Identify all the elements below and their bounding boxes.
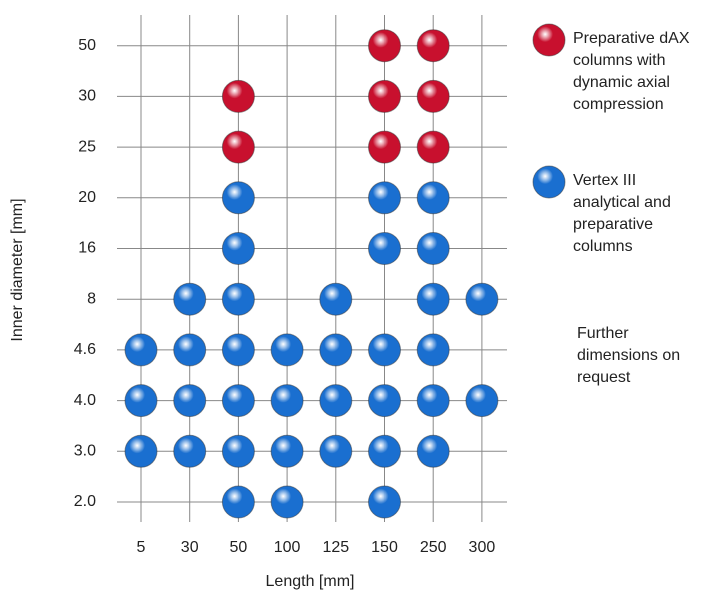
legend-label: Vertex III analytical and preparative co… — [573, 172, 671, 255]
point — [221, 434, 255, 468]
point — [221, 130, 255, 164]
point — [124, 434, 158, 468]
x-tick-label: 5 — [137, 539, 146, 556]
point — [173, 384, 207, 418]
y-tick-label: 3.0 — [74, 443, 96, 460]
x-tick-label: 300 — [469, 539, 496, 556]
point — [416, 384, 450, 418]
point — [173, 333, 207, 367]
point — [221, 384, 255, 418]
point — [368, 29, 401, 63]
point — [221, 333, 255, 367]
point — [416, 130, 450, 164]
y-tick-label: 30 — [78, 88, 96, 105]
y-tick-label: 20 — [78, 189, 96, 206]
point — [368, 333, 401, 367]
y-tick-label: 25 — [78, 138, 96, 155]
legend-swatch — [532, 165, 566, 199]
point — [416, 282, 450, 316]
point — [416, 333, 450, 367]
point — [270, 434, 304, 468]
y-tick-label: 4.6 — [74, 341, 96, 358]
y-tick-label: 8 — [87, 290, 96, 307]
y-tick-label: 2.0 — [74, 493, 96, 510]
annotation: Further dimensions on request — [577, 325, 681, 386]
point — [124, 333, 158, 367]
point — [368, 384, 401, 418]
point — [270, 333, 304, 367]
point — [221, 282, 255, 316]
point — [368, 181, 401, 215]
legend-swatch — [532, 23, 566, 57]
point — [368, 485, 401, 519]
point — [173, 282, 207, 316]
x-tick-label: 125 — [322, 539, 349, 556]
point — [416, 232, 450, 265]
y-tick-label: 50 — [78, 37, 96, 54]
x-tick-label: 50 — [230, 539, 248, 556]
point — [368, 434, 401, 468]
point — [368, 232, 401, 265]
point — [270, 485, 304, 519]
point — [465, 282, 499, 316]
point — [221, 232, 255, 265]
point — [368, 130, 401, 164]
point — [465, 384, 499, 418]
x-tick-label: 150 — [371, 539, 398, 556]
y-tick-label: 4.0 — [74, 392, 96, 409]
point — [416, 29, 450, 63]
point — [124, 384, 158, 418]
point — [416, 434, 450, 468]
point — [416, 79, 450, 113]
point — [319, 434, 353, 468]
point — [416, 181, 450, 215]
y-tick-label: 16 — [78, 240, 96, 257]
point — [221, 485, 255, 519]
x-tick-label: 250 — [420, 539, 447, 556]
point — [319, 282, 353, 316]
x-axis-title: Length [mm] — [266, 573, 355, 590]
point — [368, 79, 401, 113]
point — [319, 384, 353, 418]
point — [270, 384, 304, 418]
point — [173, 434, 207, 468]
point — [221, 79, 255, 113]
y-axis-title: Inner diameter [mm] — [9, 198, 26, 341]
x-tick-label: 30 — [181, 539, 199, 556]
point — [319, 333, 353, 367]
x-tick-label: 100 — [274, 539, 301, 556]
point — [221, 181, 255, 215]
legend-label: Preparative dAX columns with dynamic axi… — [573, 30, 690, 113]
